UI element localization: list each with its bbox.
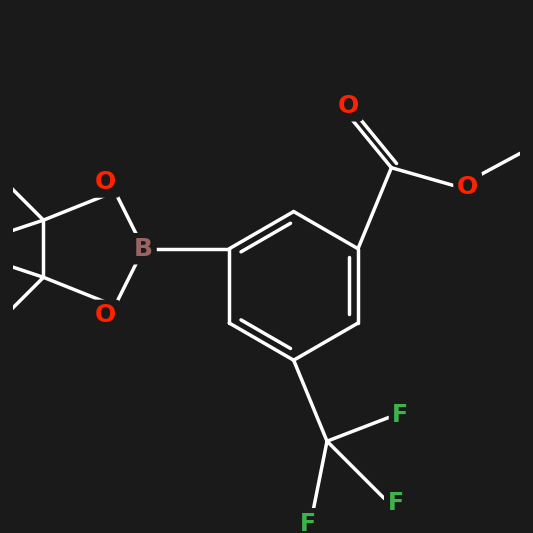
Text: O: O <box>95 303 116 327</box>
Text: O: O <box>338 94 359 118</box>
Text: F: F <box>300 512 316 533</box>
Text: O: O <box>457 175 478 199</box>
Text: B: B <box>134 237 153 261</box>
Text: F: F <box>392 402 408 426</box>
Text: O: O <box>95 170 116 194</box>
Text: F: F <box>387 491 403 515</box>
